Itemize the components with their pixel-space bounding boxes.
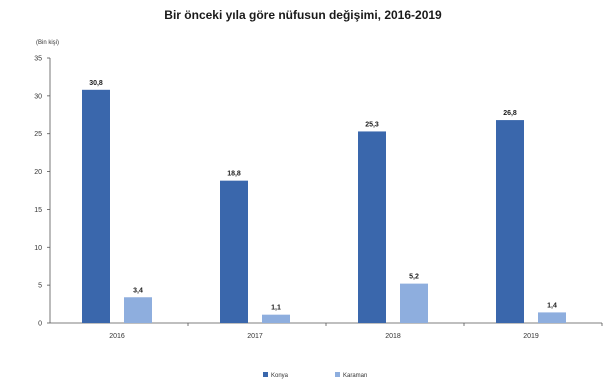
- legend-label-konya: Konya: [271, 373, 289, 379]
- x-tick-label: 2019: [523, 333, 539, 340]
- legend-label-karaman: Karaman: [343, 373, 367, 379]
- data-label: 30,8: [89, 80, 103, 87]
- legend-swatch-karaman: [335, 372, 340, 377]
- data-label: 3,4: [133, 287, 143, 294]
- y-tick-label: 10: [34, 245, 42, 252]
- data-label: 1,1: [271, 305, 281, 312]
- data-label: 26,8: [503, 110, 517, 117]
- x-tick-label: 2016: [109, 333, 125, 340]
- bar-konya-2019: [496, 120, 524, 323]
- y-tick-label: 5: [38, 283, 42, 290]
- y-unit-label: (Bin kişi): [36, 40, 59, 46]
- bar-karaman-2019: [538, 312, 566, 323]
- y-tick-label: 20: [34, 169, 42, 176]
- y-tick-label: 30: [34, 93, 42, 100]
- bar-konya-2016: [82, 89, 110, 323]
- y-axis-ticks: 0 5 10 15 20 25 30 35: [34, 56, 50, 328]
- bar-konya-2018: [358, 131, 386, 323]
- bar-karaman-2018: [400, 283, 428, 323]
- legend: Konya Karaman: [263, 372, 367, 379]
- y-tick-label: 35: [34, 56, 42, 63]
- legend-swatch-konya: [263, 372, 268, 377]
- bar-konya-2017: [220, 180, 248, 323]
- x-tick-label: 2018: [385, 333, 401, 340]
- data-label: 18,8: [227, 171, 241, 178]
- data-label: 1,4: [547, 302, 557, 309]
- y-tick-label: 0: [38, 321, 42, 328]
- data-label: 25,3: [365, 121, 379, 128]
- y-tick-label: 25: [34, 131, 42, 138]
- bars: 30,8 3,4 18,8 1,1 25,3 5,2 26,8 1,4: [82, 80, 566, 323]
- data-label: 5,2: [409, 274, 419, 281]
- x-axis-ticks: 2016 2017 2018 2019: [109, 323, 603, 340]
- y-tick-label: 15: [34, 207, 42, 214]
- bar-karaman-2016: [124, 297, 152, 323]
- chart-title: Bir önceki yıla göre nüfusun değişimi, 2…: [164, 8, 442, 22]
- x-tick-label: 2017: [247, 333, 263, 340]
- bar-karaman-2017: [262, 314, 290, 323]
